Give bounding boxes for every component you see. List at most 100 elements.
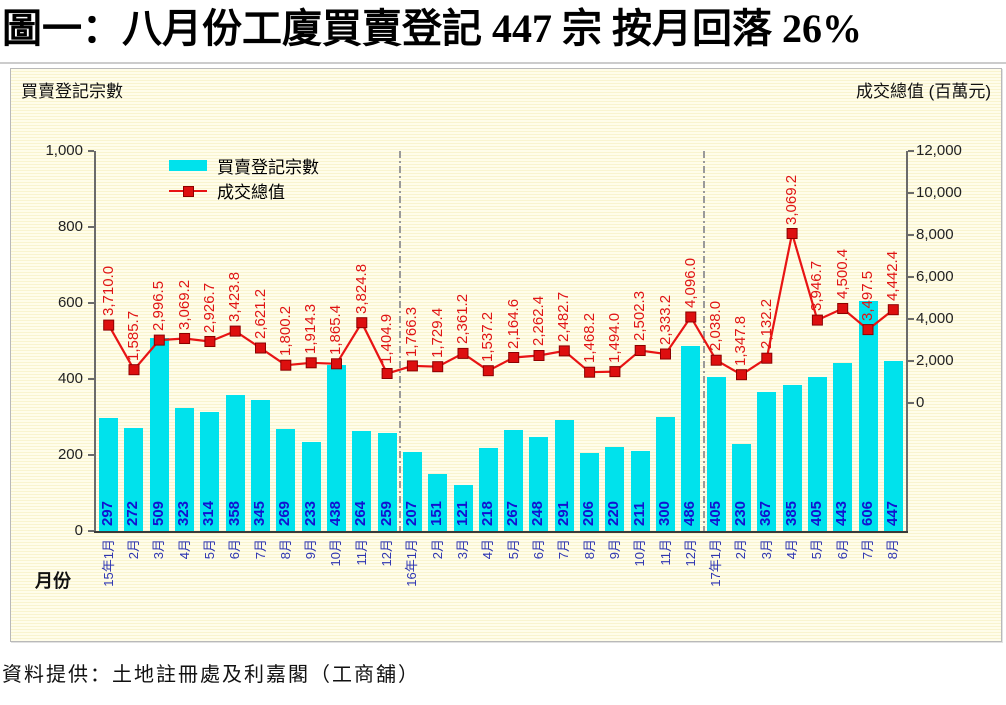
line-marker bbox=[786, 228, 798, 239]
x-tick-label: 4月 bbox=[480, 539, 496, 560]
line-marker bbox=[482, 365, 494, 377]
line-marker bbox=[103, 319, 115, 331]
right-axis-tick bbox=[908, 234, 914, 236]
line-marker bbox=[887, 304, 899, 316]
x-tick-label: 11月 bbox=[657, 539, 673, 566]
line-marker bbox=[533, 350, 545, 361]
line-value-label: 2,926.7 bbox=[200, 282, 218, 333]
line-value-label: 3,069.2 bbox=[175, 279, 193, 330]
bar-value-label: 220 bbox=[605, 500, 623, 526]
x-tick-label: 11月 bbox=[353, 539, 369, 566]
bar bbox=[782, 384, 802, 531]
line-marker bbox=[558, 345, 570, 357]
bar bbox=[706, 377, 726, 531]
left-axis-line bbox=[94, 151, 96, 531]
left-axis-tick bbox=[88, 150, 94, 152]
right-axis-tick-label: 0 bbox=[916, 394, 925, 411]
line-marker bbox=[229, 325, 241, 337]
bar-value-label: 443 bbox=[833, 500, 851, 526]
bar bbox=[200, 411, 220, 531]
legend-label: 成交總值 bbox=[217, 183, 285, 202]
line-value-label: 2,333.2 bbox=[656, 294, 674, 345]
bar-value-label: 385 bbox=[782, 500, 800, 526]
x-tick-label: 5月 bbox=[201, 539, 217, 560]
bar bbox=[149, 337, 169, 531]
line-marker bbox=[204, 336, 216, 347]
source-note: 資料提供：土地註冊處及利嘉閣（工商舖） bbox=[2, 664, 420, 686]
bar-value-label: 323 bbox=[175, 500, 193, 526]
bar bbox=[757, 391, 777, 531]
legend: 買賣登記宗數 成交總值 bbox=[169, 153, 319, 203]
bar-value-label: 233 bbox=[301, 500, 319, 526]
bar-value-label: 264 bbox=[352, 500, 370, 526]
bar bbox=[580, 452, 600, 531]
line-value-label: 2,132.2 bbox=[757, 299, 775, 350]
line-marker bbox=[179, 333, 191, 344]
bar bbox=[352, 430, 372, 531]
line-value-label: 4,096.0 bbox=[681, 257, 699, 308]
line-value-label: 3,423.8 bbox=[226, 272, 244, 323]
line-value-label: 3,710.0 bbox=[99, 266, 117, 317]
left-axis-tick-label: 1,000 bbox=[45, 142, 83, 159]
line-value-label: 1,468.2 bbox=[580, 313, 598, 364]
bar-value-label: 509 bbox=[149, 500, 167, 526]
bar bbox=[402, 452, 422, 531]
bar-value-label: 405 bbox=[807, 500, 825, 526]
x-tick-label: 7月 bbox=[252, 539, 268, 560]
line-value-label: 2,262.4 bbox=[529, 296, 547, 347]
left-axis-tick bbox=[88, 378, 94, 380]
bar bbox=[883, 361, 903, 531]
bar-value-label: 248 bbox=[529, 500, 547, 526]
line-marker bbox=[710, 354, 722, 366]
legend-label: 買賣登記宗數 bbox=[217, 158, 319, 177]
line-value-label: 2,361.2 bbox=[454, 294, 472, 345]
bar bbox=[251, 399, 271, 531]
line-value-label: 1,865.4 bbox=[327, 304, 345, 355]
bar-value-label: 486 bbox=[681, 500, 699, 526]
line-value-label: 1,729.4 bbox=[428, 307, 446, 358]
line-value-label: 2,164.6 bbox=[504, 298, 522, 349]
bar-value-label: 447 bbox=[883, 500, 901, 526]
x-tick-label: 9月 bbox=[303, 539, 319, 560]
bar bbox=[428, 473, 448, 531]
year-separator-line bbox=[703, 151, 705, 531]
line-marker bbox=[584, 366, 596, 378]
line-value-label: 2,482.7 bbox=[555, 291, 573, 342]
right-axis-title: 成交總值 (百萬元) bbox=[855, 82, 991, 101]
bar-value-label: 206 bbox=[580, 500, 598, 526]
bar bbox=[529, 436, 549, 531]
line-marker bbox=[406, 360, 418, 372]
line-marker bbox=[761, 352, 773, 364]
bar bbox=[478, 448, 498, 531]
bar-swatch-icon bbox=[169, 160, 207, 171]
line-marker bbox=[634, 345, 646, 356]
right-axis-tick-label: 4,000 bbox=[916, 310, 954, 327]
x-tick-label: 8月 bbox=[581, 539, 597, 560]
x-axis-title: 月份 bbox=[35, 571, 71, 591]
line-marker bbox=[432, 361, 444, 373]
line-value-label: 2,621.2 bbox=[251, 288, 269, 339]
bar bbox=[554, 420, 574, 531]
bar bbox=[124, 427, 144, 531]
line-value-label: 1,766.3 bbox=[403, 306, 421, 357]
right-axis-tick bbox=[908, 402, 914, 404]
bar-value-label: 230 bbox=[731, 500, 749, 526]
bar bbox=[833, 362, 853, 531]
line-value-label: 1,537.2 bbox=[479, 311, 497, 362]
right-axis-line bbox=[906, 151, 908, 531]
x-tick-label: 12月 bbox=[379, 539, 395, 567]
line-value-label: 3,946.7 bbox=[808, 261, 826, 312]
x-tick-label: 5月 bbox=[809, 539, 825, 560]
legend-item-line: 成交總值 bbox=[169, 178, 319, 203]
left-axis-tick bbox=[88, 454, 94, 456]
bar bbox=[99, 418, 119, 531]
chart-title: 圖一：八月份工廈買賣登記 447 宗 按月回落 26% bbox=[2, 6, 862, 51]
line-value-label: 1,585.7 bbox=[124, 310, 142, 361]
left-axis-tick bbox=[88, 302, 94, 304]
chart-panel: 買賣登記宗數 成交總值 (百萬元) 買賣登記宗數 成交總值 月份 1,000 80… bbox=[10, 68, 1002, 642]
right-axis-tick bbox=[908, 318, 914, 320]
line-value-label: 2,502.3 bbox=[631, 291, 649, 342]
x-tick-label: 6月 bbox=[227, 539, 243, 560]
bar-value-label: 300 bbox=[656, 500, 674, 526]
bar-value-label: 218 bbox=[478, 500, 496, 526]
